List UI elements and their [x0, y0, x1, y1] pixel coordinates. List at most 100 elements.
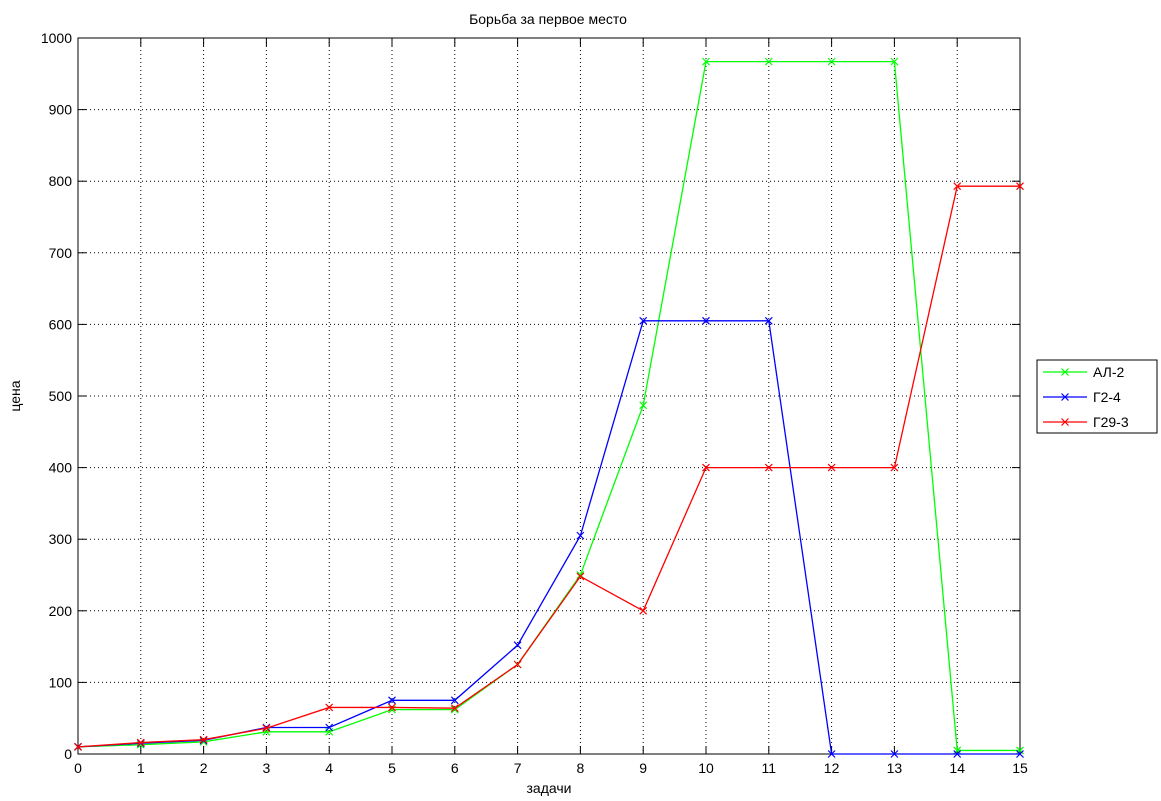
data-point-marker [953, 750, 962, 758]
marker-stroke [199, 735, 208, 744]
y-tick-label: 200 [49, 603, 73, 619]
data-point-marker [764, 316, 773, 325]
series-line-0 [77, 60, 1020, 752]
legend-marker-1 [1061, 393, 1069, 401]
ticks: 0 1 2 3 4 5 6 7 8 9 10 11 12 13 14 15010020030040050060… [41, 30, 1028, 776]
marker-stroke [513, 641, 522, 650]
data-point-marker [702, 57, 710, 66]
marker-stroke [388, 703, 396, 712]
y-tick-label: 100 [49, 674, 73, 690]
series-line-1 [77, 320, 1020, 755]
y-tick-label: 300 [49, 531, 73, 547]
marker-stroke [702, 316, 710, 325]
marker-stroke [639, 606, 648, 615]
x-tick-label: 3 [263, 760, 271, 776]
data-point-marker [388, 696, 396, 705]
marker-stroke [576, 572, 585, 581]
data-point-marker [576, 531, 585, 540]
x-tick-label: 8 [577, 760, 585, 776]
legend: АЛ-2 Г2-4 Г29-3 [1036, 359, 1158, 434]
series-line-2 [77, 185, 1020, 748]
marker-stroke [1016, 182, 1024, 191]
y-tick-label: 500 [49, 388, 73, 404]
data-point-marker [450, 696, 459, 705]
y-axis-label: цена [7, 380, 23, 411]
marker-stroke [764, 316, 773, 325]
marker-stroke [764, 57, 773, 66]
marker-stroke [764, 463, 773, 472]
marker-stroke [953, 750, 962, 758]
series-group [74, 57, 1024, 758]
marker-stroke [827, 750, 836, 758]
marker-stroke [388, 696, 396, 705]
marker-stroke [953, 746, 962, 755]
data-point-marker [325, 703, 334, 712]
data-point-marker [890, 750, 899, 758]
marker-stroke [639, 401, 648, 410]
x-tick-label: 13 [887, 760, 903, 776]
data-point-marker [1016, 746, 1024, 755]
marker-stroke [890, 463, 899, 472]
data-point-marker [827, 750, 836, 758]
x-tick-label: 11 [762, 760, 777, 776]
data-point-marker [262, 724, 271, 733]
data-point-marker [199, 735, 208, 744]
x-axis-label: задачи [527, 780, 572, 796]
marker-stroke [262, 724, 271, 733]
y-tick-label: 0 [64, 746, 72, 762]
legend-label-0: АЛ-2 [1093, 364, 1124, 380]
data-point-marker [639, 316, 648, 325]
data-point-marker [388, 703, 396, 712]
marker-stroke [450, 704, 459, 713]
marker-stroke [450, 696, 459, 705]
data-point-marker [639, 606, 648, 615]
data-point-marker [136, 738, 145, 747]
x-tick-label: 2 [200, 760, 208, 776]
marker-stroke [827, 463, 836, 472]
marker-stroke [325, 723, 334, 732]
data-point-marker [513, 641, 522, 650]
data-point-marker [953, 746, 962, 755]
marker-stroke [1016, 750, 1024, 758]
data-point-marker [74, 742, 82, 751]
legend-label-2: Г29-3 [1093, 414, 1129, 430]
x-tick-label: 14 [949, 760, 965, 776]
marker-stroke [827, 57, 836, 66]
y-tick-label: 1000 [41, 30, 72, 46]
x-tick-label: 12 [824, 760, 840, 776]
marker-stroke [576, 531, 585, 540]
y-tick-label: 400 [49, 460, 73, 476]
data-point-marker [450, 704, 459, 713]
x-tick-label: 6 [451, 760, 459, 776]
marker-stroke [576, 571, 585, 579]
data-point-marker [1016, 182, 1024, 191]
chart-title: Борьба за первое место [469, 11, 627, 27]
marker-stroke [513, 660, 522, 669]
y-tick-label: 900 [49, 102, 73, 118]
marker-stroke [890, 57, 899, 66]
y-tick-label: 600 [49, 316, 73, 332]
y-tick-label: 700 [49, 245, 73, 261]
x-tick-label: 7 [514, 760, 522, 776]
data-point-marker [827, 57, 836, 66]
marker-stroke [702, 463, 710, 472]
data-point-marker [513, 660, 522, 669]
data-point-marker [953, 182, 962, 191]
data-point-marker [576, 572, 585, 581]
x-tick-label: 0 [74, 760, 82, 776]
marker-stroke [136, 738, 145, 747]
data-point-marker [827, 463, 836, 472]
x-tick-label: 15 [1012, 760, 1028, 776]
marker-stroke [1061, 368, 1069, 376]
data-point-marker [702, 463, 710, 472]
x-tick-label: 4 [325, 760, 333, 776]
x-tick-label: 10 [698, 760, 714, 776]
marker-stroke [639, 316, 648, 325]
data-point-marker [1016, 750, 1024, 758]
marker-stroke [1061, 418, 1069, 426]
marker-stroke [74, 742, 82, 751]
y-tick-label: 800 [49, 173, 73, 189]
legend-marker-2 [1061, 418, 1069, 426]
x-tick-label: 5 [388, 760, 396, 776]
